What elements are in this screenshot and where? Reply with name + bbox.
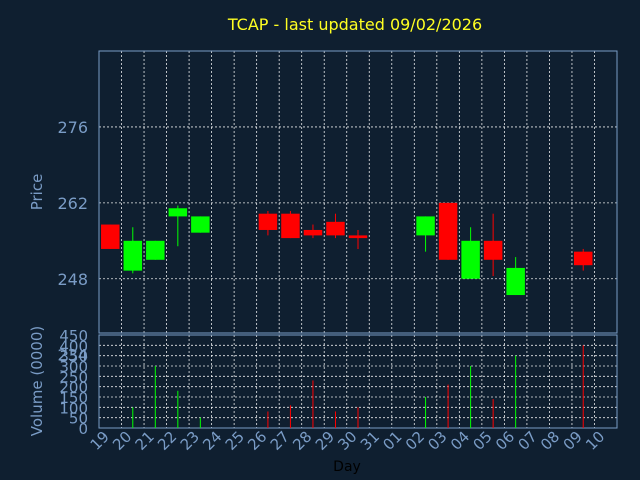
price-tick-label: 248 — [57, 270, 88, 289]
volume-bars-layer — [132, 345, 584, 428]
candle-body — [123, 240, 143, 271]
candle-body — [258, 213, 278, 230]
candles-layer — [101, 202, 593, 296]
x-tick-label: 10 — [582, 428, 608, 454]
candle-body — [573, 251, 593, 266]
volume-tick-label: 200 — [59, 379, 88, 397]
price-tick-label: 262 — [57, 194, 88, 213]
volume-tick-label: 250 — [59, 368, 88, 386]
volume-tick-label: 50 — [69, 410, 88, 428]
candle-body — [191, 216, 210, 233]
volume-tick-label: 350 — [59, 348, 88, 366]
price-axis-label: Price — [28, 174, 46, 211]
volume-tick-label: 300 — [59, 358, 88, 376]
x-axis-label: Day — [333, 459, 361, 475]
candle-body — [326, 221, 345, 236]
volume-grid — [99, 335, 617, 428]
price-panel-frame — [98, 50, 618, 334]
candle-body — [168, 208, 188, 217]
candle-body — [303, 229, 323, 236]
candle-body — [281, 213, 300, 239]
price-tick-label: 276 — [57, 118, 88, 137]
candle-body — [483, 240, 503, 260]
volume-tick-label: 450 — [59, 327, 88, 345]
volume-tick-label: 400 — [59, 337, 88, 355]
chart-title: TCAP - last updated 09/02/2026 — [227, 15, 482, 34]
candle-body — [101, 224, 120, 249]
volume-tick-label: 100 — [59, 399, 88, 417]
volume-tick-label: 0 — [78, 420, 88, 438]
price-y-ticks: 234 248 262 276 — [57, 118, 88, 365]
candle-body — [506, 267, 525, 296]
candle-body — [438, 202, 458, 260]
price-tick-label: 234 — [57, 346, 88, 365]
price-grid — [99, 51, 617, 333]
volume-axis-label: Volume (0000) — [28, 326, 46, 436]
candle-body — [146, 240, 165, 260]
volume-tick-label: 150 — [59, 389, 88, 407]
candle-body — [461, 240, 480, 279]
candle-body — [416, 216, 435, 236]
x-tick-labels: 1920212223242526272829303101020304050607… — [87, 428, 609, 454]
candle-body — [348, 235, 368, 239]
